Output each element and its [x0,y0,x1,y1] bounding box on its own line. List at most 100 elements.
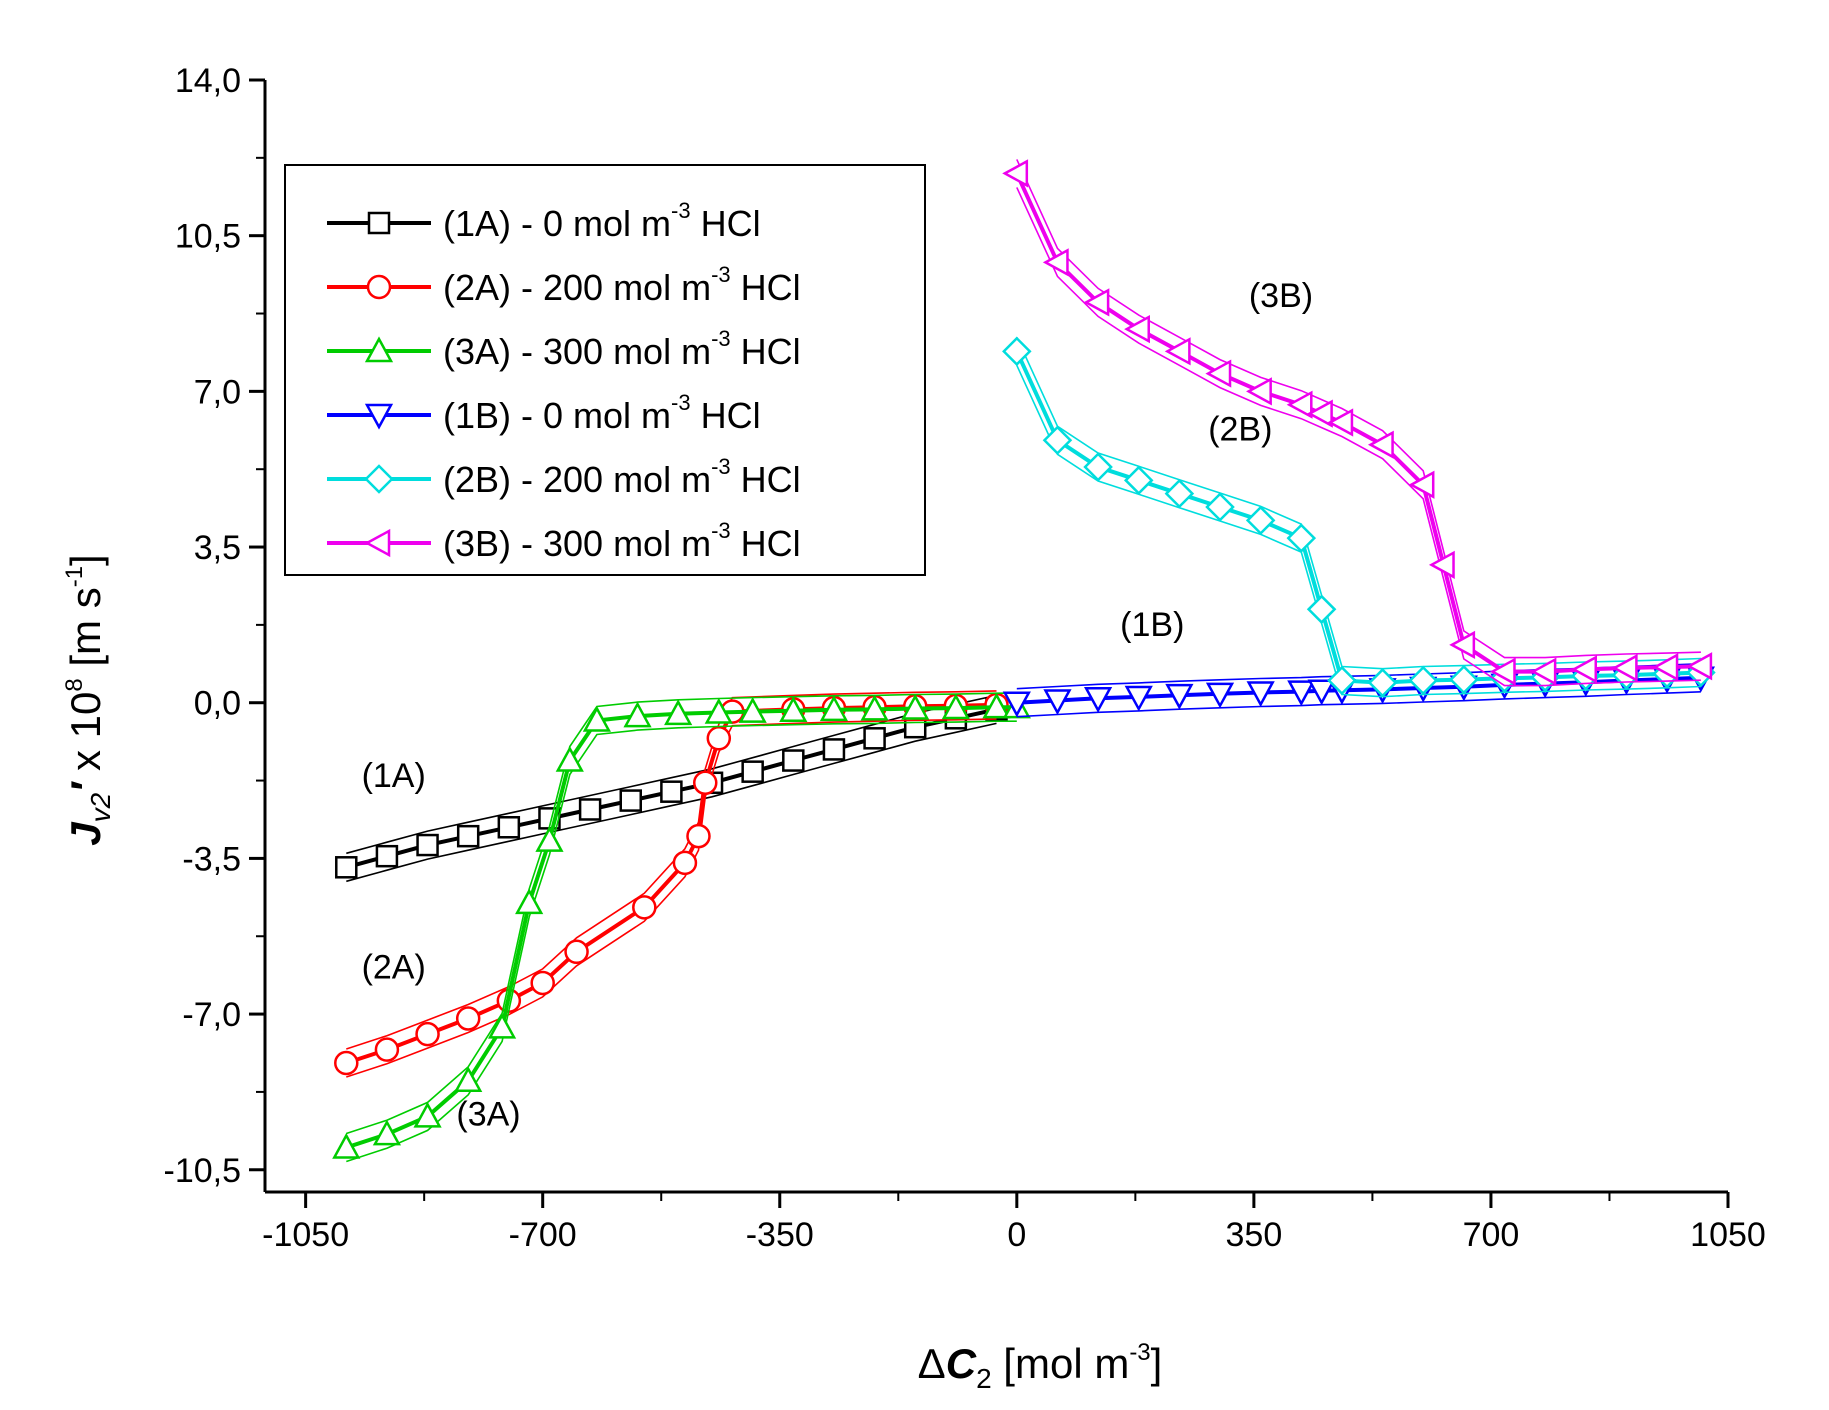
x-tick-label: 0 [1007,1216,1026,1254]
series-3B-point [1205,359,1232,388]
series-2A-point [632,895,657,920]
series-1A-point [497,816,521,839]
x-tick-label: -700 [509,1216,577,1254]
x-tick-label: 700 [1463,1216,1520,1254]
legend-marker [364,528,391,558]
series-3A-point [487,1012,517,1039]
series-2B-point [1205,492,1235,522]
series-1B-point [1165,683,1194,710]
series-1A-point [619,789,642,812]
series-3B-point [1686,652,1713,681]
series-1A-point [578,798,602,821]
series-3B-point [1449,630,1476,660]
legend-item-3A: (3A) - 300 mol m-3 HCl [327,326,801,372]
series-3A [332,692,1031,1163]
legend-box [284,164,926,576]
series-2B-point [1449,664,1479,695]
series-3B-point [1489,657,1516,686]
series-1B-point [1043,689,1072,716]
legend-marker [364,403,394,430]
y-tick-label: 3,5 [194,529,241,567]
legend-label: (2B) - 200 mol m-3 HCl [443,454,801,500]
series-1B-point [1205,682,1235,709]
series-1A-point [375,844,399,868]
series-3A-point [515,888,544,915]
legend-label: (1A) - 0 mol m-3 HCl [443,198,761,244]
series-3A-point [555,745,584,772]
series-1B-point [1307,679,1336,706]
annotation-2B: (2B) [1208,410,1272,448]
series-2B-point [1306,594,1337,625]
series-3A-upper-band [346,692,1017,1135]
series-1B-point [1124,685,1153,712]
series-3B-point [1164,337,1191,366]
series-1A-point [863,727,886,750]
series-1A-point [822,738,846,761]
series-1B-point [1002,691,1031,718]
series-3A-point [332,1132,361,1159]
series-3B-point [1083,288,1110,317]
legend-marker [364,336,394,363]
series-2A-point [455,1006,481,1031]
series-1B-point [1246,681,1275,708]
series-3B-point [1611,653,1638,683]
x-tick-label: 1050 [1690,1216,1766,1254]
series-1A-point [660,780,683,803]
series-3B-point [1327,408,1354,437]
series-2B-point [1327,665,1357,696]
annotations: (1A) (2A) (3A) (1B) (2B) (3B) [362,277,1314,1133]
series-3A-point [779,696,808,722]
series-3B-point [1428,550,1455,579]
series-2B-point [1286,523,1317,553]
series-2A-point [693,770,718,796]
series-1A-point [782,749,805,772]
series-3A-point [664,699,693,726]
legend-marker [367,211,391,235]
series-2B-point [1042,425,1073,456]
annotation-3B: (3B) [1249,277,1313,315]
series-3A-point [901,693,930,720]
series-1A-point [416,833,439,857]
y-tick-label: -3,5 [182,840,241,878]
legend-label: (3A) - 300 mol m-3 HCl [443,326,801,372]
series-3B-point [1530,657,1557,686]
series-1A-point [335,856,358,879]
y-tick-label: 7,0 [194,373,241,411]
series-2A-lower-band [346,718,997,1078]
legend-label: (1B) - 0 mol m-3 HCl [443,390,761,436]
series-2B-point [1002,336,1032,367]
legend-label: (3B) - 300 mol m-3 HCl [443,518,801,564]
x-tick-label: -350 [746,1216,814,1254]
series-2B-point [1164,478,1195,509]
series-3A-point [941,693,970,720]
series-3B-point [1286,390,1313,419]
legend: (1A) - 0 mol m-3 HCl (2A) - 200 mol m-3 H… [284,164,926,576]
series-1A-point [741,760,764,783]
legend-marker [366,274,392,300]
legend-item-2A: (2A) - 200 mol m-3 HCl [327,262,801,308]
series-2B-point [1123,465,1154,496]
series-3B-point [1042,248,1069,277]
legend-label: (2A) - 200 mol m-3 HCl [443,262,801,308]
axes: -1050 -700 -350 0 350 700 1050 -10,5 -7,0 -3,5 0,0… [164,62,1766,1254]
y-tick-label: 14,0 [175,62,241,100]
series-2A-point [530,970,555,996]
series-3A-point [372,1119,402,1146]
series-2A-point [686,823,711,849]
x-axis-title: ΔC2 [mol m-3] [918,1339,1163,1394]
series-2A-point [564,939,589,965]
series-3B-lower-band [1016,187,1701,687]
series-3B-point [1652,653,1679,682]
series-3B-point [1002,159,1029,188]
legend-item-1B: (1B) - 0 mol m-3 HCl [327,390,761,436]
series-1A-point [456,824,480,848]
y-tick-label: 0,0 [194,685,241,723]
series-3A-point [982,692,1011,719]
x-tick-label: 350 [1226,1216,1283,1254]
series-3A-point [623,701,652,728]
legend-item-1A: (1A) - 0 mol m-3 HCl [327,198,761,244]
series-2B-point [1245,505,1276,536]
series-2A-point [415,1021,440,1047]
series-1B-point [1287,680,1316,707]
